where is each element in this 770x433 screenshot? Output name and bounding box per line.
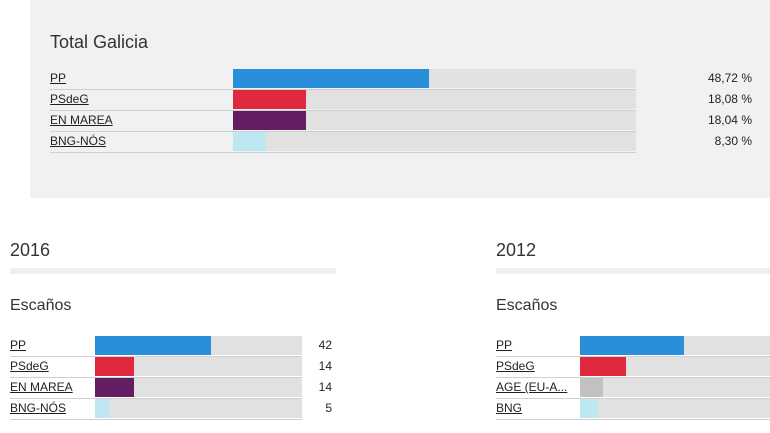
bar: [233, 69, 430, 88]
panel-title: Total Galicia: [50, 32, 149, 52]
bar-label[interactable]: BNG: [496, 401, 523, 415]
bar-track: [580, 357, 770, 376]
bar-value-label: 18,08 %: [707, 92, 752, 106]
row-separator: [10, 398, 302, 399]
bar-track: [233, 111, 636, 130]
bar-value-label: 5: [325, 401, 332, 415]
bar-track: [95, 399, 302, 418]
bar: [95, 378, 134, 397]
year-title-2016: 2016: [10, 240, 51, 260]
row-separator: [496, 377, 770, 378]
bar-track: [95, 378, 302, 397]
bar-track: [580, 399, 770, 418]
bar-value-label: 48,72 %: [707, 71, 752, 85]
bar-track: [580, 378, 770, 397]
bar-value-label: 18,04 %: [707, 113, 752, 127]
bar: [95, 336, 211, 355]
bar-label[interactable]: PSdeG: [496, 359, 535, 373]
year-rule-2012: [496, 268, 770, 274]
row-separator: [50, 152, 636, 153]
bar: [580, 336, 684, 355]
bar-label[interactable]: EN MAREA: [50, 113, 113, 127]
bar-label[interactable]: PSdeG: [50, 92, 89, 106]
bar-track: [233, 69, 636, 88]
bar-track: [95, 357, 302, 376]
row-separator: [10, 377, 302, 378]
bar-label[interactable]: BNG-NÓS: [50, 134, 107, 148]
row-separator: [10, 356, 302, 357]
year-title-2012: 2012: [496, 240, 537, 260]
row-separator: [10, 419, 302, 420]
bar-label[interactable]: PP: [50, 71, 67, 85]
bar-label[interactable]: PP: [496, 338, 513, 352]
bar: [580, 378, 603, 397]
bar-label[interactable]: AGE (EU-A...: [496, 380, 568, 394]
bar-track: [95, 336, 302, 355]
bar-value-label: 42: [318, 338, 332, 352]
bar-label[interactable]: PP: [10, 338, 27, 352]
section-label-2016: Escaños: [10, 297, 72, 314]
bar: [233, 111, 306, 130]
row-separator: [496, 356, 770, 357]
bar: [233, 132, 267, 151]
bar: [233, 90, 306, 109]
bar-track: [233, 132, 636, 151]
row-separator: [50, 89, 636, 90]
bar: [95, 399, 109, 418]
bar-value-label: 14: [318, 380, 332, 394]
bar-label[interactable]: PSdeG: [10, 359, 49, 373]
bar-label[interactable]: BNG-NÓS: [10, 401, 67, 415]
bar: [580, 399, 598, 418]
bar: [95, 357, 134, 376]
bar-value-label: 8,30 %: [714, 134, 752, 148]
row-separator: [496, 398, 770, 399]
section-label-2012: Escaños: [496, 297, 558, 314]
row-separator: [496, 419, 770, 420]
row-separator: [50, 131, 636, 132]
total-galicia-panel: Total Galicia PP 48,72 % PSdeG 18,08 % EN MA…: [30, 0, 770, 198]
bar-track: [233, 90, 636, 109]
bar-value-label: 14: [318, 359, 332, 373]
bar-track: [580, 336, 770, 355]
row-separator: [50, 110, 636, 111]
year-rule-2016: [10, 268, 336, 274]
bar: [580, 357, 626, 376]
bar-label[interactable]: EN MAREA: [10, 380, 73, 394]
